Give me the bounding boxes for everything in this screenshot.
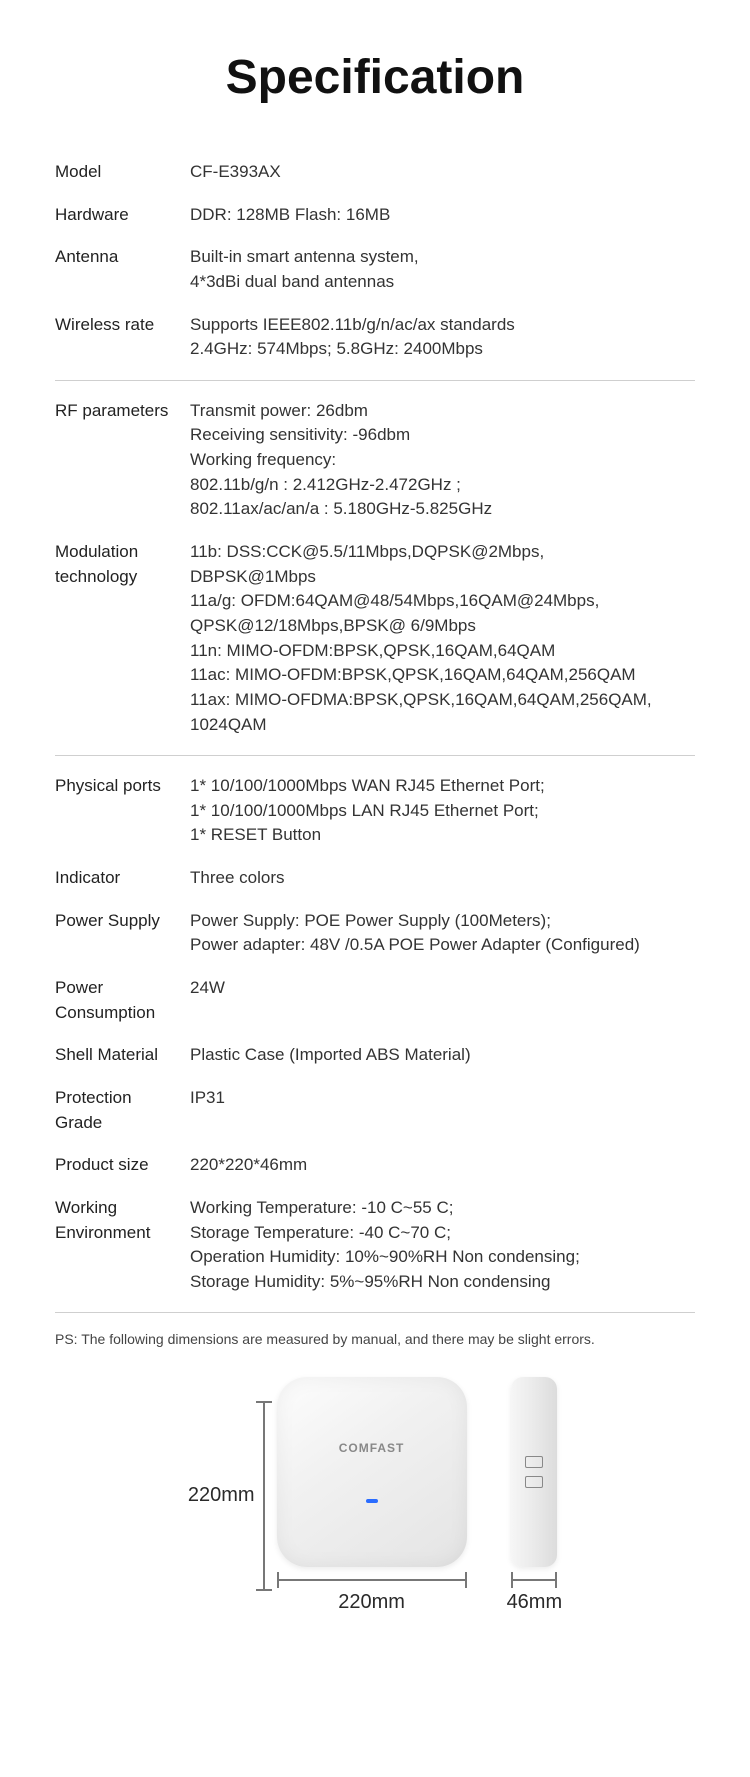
spec-group-3: Physical ports1* 10/100/1000Mbps WAN RJ4… <box>55 774 695 1294</box>
spec-label: Working Environment <box>55 1196 190 1245</box>
divider <box>55 755 695 756</box>
spec-value: CF-E393AX <box>190 160 695 185</box>
spec-value: Plastic Case (Imported ABS Material) <box>190 1043 695 1068</box>
spec-row: Working EnvironmentWorking Temperature: … <box>55 1196 695 1295</box>
spec-label: Power Consumption <box>55 976 190 1025</box>
spec-row: Protection GradeIP31 <box>55 1086 695 1135</box>
spec-label: Physical ports <box>55 774 190 799</box>
divider <box>55 380 695 381</box>
divider <box>55 1312 695 1313</box>
spec-label: Power Supply <box>55 909 190 934</box>
led-icon <box>366 1499 378 1503</box>
spec-row: Power Consumption24W <box>55 976 695 1025</box>
depth-label: 46mm <box>507 1591 563 1614</box>
spec-value: Built-in smart antenna system, 4*3dBi du… <box>190 245 695 294</box>
spec-value: Working Temperature: -10 C~55 C; Storage… <box>190 1196 695 1295</box>
spec-label: Modulation technology <box>55 540 190 589</box>
spec-label: Hardware <box>55 203 190 228</box>
spec-label: Model <box>55 160 190 185</box>
device-side-icon <box>511 1377 557 1567</box>
spec-group-2: RF parametersTransmit power: 26dbm Recei… <box>55 399 695 737</box>
spec-label: Shell Material <box>55 1043 190 1068</box>
spec-value: Supports IEEE802.11b/g/n/ac/ax standards… <box>190 313 695 362</box>
spec-label: Indicator <box>55 866 190 891</box>
spec-value: 24W <box>190 976 695 1001</box>
spec-value: 11b: DSS:CCK@5.5/11Mbps,DQPSK@2Mbps, DBP… <box>190 540 695 737</box>
device-front-icon: COMFAST <box>277 1377 467 1567</box>
spec-value: Three colors <box>190 866 695 891</box>
spec-group-1: ModelCF-E393AXHardwareDDR: 128MB Flash: … <box>55 160 695 362</box>
spec-value: 220*220*46mm <box>190 1153 695 1178</box>
spec-row: RF parametersTransmit power: 26dbm Recei… <box>55 399 695 522</box>
spec-value: 1* 10/100/1000Mbps WAN RJ45 Ethernet Por… <box>190 774 695 848</box>
spec-label: Wireless rate <box>55 313 190 338</box>
depth-dimension: 46mm <box>507 1579 563 1614</box>
spec-label: Protection Grade <box>55 1086 190 1135</box>
spec-row: Wireless rateSupports IEEE802.11b/g/n/ac… <box>55 313 695 362</box>
width-label: 220mm <box>338 1591 405 1614</box>
spec-value: DDR: 128MB Flash: 16MB <box>190 203 695 228</box>
dimensions-diagram: 220mm COMFAST 220mm 46mm <box>55 1377 695 1614</box>
spec-row: Product size220*220*46mm <box>55 1153 695 1178</box>
spec-value: IP31 <box>190 1086 695 1111</box>
spec-value: Power Supply: POE Power Supply (100Meter… <box>190 909 695 958</box>
spec-label: RF parameters <box>55 399 190 424</box>
brand-label: COMFAST <box>339 1441 405 1455</box>
spec-row: ModelCF-E393AX <box>55 160 695 185</box>
spec-row: Physical ports1* 10/100/1000Mbps WAN RJ4… <box>55 774 695 848</box>
spec-value: Transmit power: 26dbm Receiving sensitiv… <box>190 399 695 522</box>
h-line-icon <box>277 1579 467 1581</box>
spec-label: Antenna <box>55 245 190 270</box>
port-icon <box>525 1456 543 1468</box>
spec-row: Shell MaterialPlastic Case (Imported ABS… <box>55 1043 695 1068</box>
spec-row: HardwareDDR: 128MB Flash: 16MB <box>55 203 695 228</box>
port-icon <box>525 1476 543 1488</box>
spec-row: AntennaBuilt-in smart antenna system, 4*… <box>55 245 695 294</box>
height-label: 220mm <box>188 1484 255 1507</box>
ps-note: PS: The following dimensions are measure… <box>55 1331 695 1347</box>
h-line-icon <box>511 1579 557 1581</box>
spec-row: IndicatorThree colors <box>55 866 695 891</box>
page-title: Specification <box>55 50 695 105</box>
spec-row: Power SupplyPower Supply: POE Power Supp… <box>55 909 695 958</box>
width-dimension: 220mm <box>277 1579 467 1614</box>
spec-label: Product size <box>55 1153 190 1178</box>
height-dimension: 220mm <box>188 1401 265 1591</box>
spec-row: Modulation technology11b: DSS:CCK@5.5/11… <box>55 540 695 737</box>
v-line-icon <box>263 1401 265 1591</box>
